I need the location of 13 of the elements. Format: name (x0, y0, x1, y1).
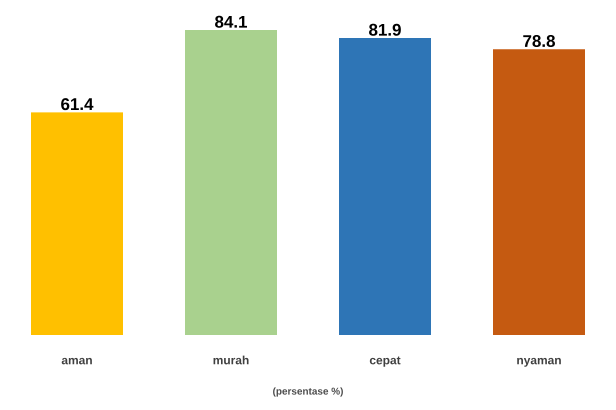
x-tick-label: aman (62, 358, 92, 364)
x-tick-label: nyaman (517, 358, 561, 367)
data-label: 61.4 (61, 98, 94, 110)
data-label: 78.8 (523, 35, 555, 48)
data-label: 84.1 (215, 16, 248, 28)
bar (185, 30, 277, 335)
data-label: 81.9 (369, 24, 401, 36)
bar (339, 38, 432, 335)
x-tick-label: murah (214, 356, 249, 364)
x-tick-label: cepat (370, 356, 400, 367)
bar (493, 49, 586, 335)
x-axis-title: (persentase %) (273, 387, 343, 397)
bar (31, 112, 123, 335)
